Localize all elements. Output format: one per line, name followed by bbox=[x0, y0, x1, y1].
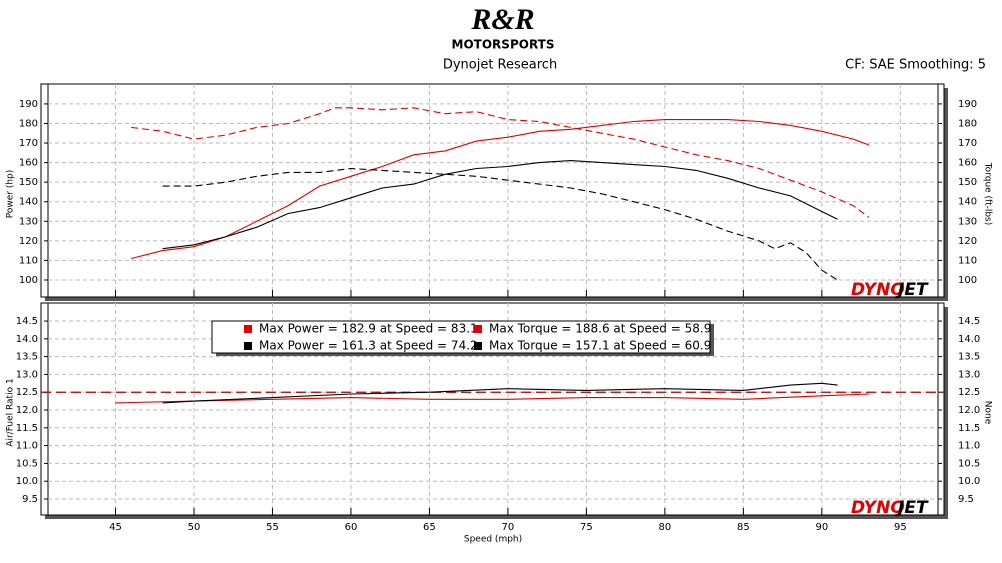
x-tick-label: 90 bbox=[815, 522, 828, 533]
x-tick-label: 70 bbox=[502, 522, 515, 533]
x-tick-label: 85 bbox=[737, 522, 750, 533]
logo-sub: MOTORSPORTS bbox=[452, 38, 555, 52]
y-tick-label: 180 bbox=[19, 118, 38, 129]
y2-tick-label: 14.5 bbox=[958, 316, 980, 327]
series-line bbox=[162, 382, 838, 404]
y2-tick-label: 13.0 bbox=[958, 369, 980, 380]
legend-label: Max Torque = 157.1 at Speed = 60.9 bbox=[489, 339, 711, 353]
y-tick-label: 9.5 bbox=[22, 494, 38, 505]
y-tick-label: 160 bbox=[19, 158, 38, 169]
x-tick-label: 65 bbox=[423, 522, 436, 533]
y2-tick-label: 11.0 bbox=[958, 441, 980, 452]
y2-tick-label: 11.5 bbox=[958, 423, 980, 434]
y-tick-label: 140 bbox=[19, 197, 38, 208]
y2-tick-label: 9.5 bbox=[958, 494, 974, 505]
y-tick-label: 13.5 bbox=[16, 352, 38, 363]
legend-label: Max Power = 161.3 at Speed = 74.2 bbox=[259, 339, 478, 353]
legend-swatch bbox=[244, 325, 252, 333]
y2-tick-label: 150 bbox=[958, 177, 977, 188]
y2-tick-label: 140 bbox=[958, 197, 977, 208]
y-tick-label: 130 bbox=[19, 216, 38, 227]
y-tick-label: 13.0 bbox=[16, 369, 38, 380]
panel bbox=[40, 83, 945, 298]
y2-tick-label: 12.5 bbox=[958, 387, 980, 398]
y2-tick-label: 100 bbox=[958, 275, 977, 286]
y-tick-label: 110 bbox=[19, 255, 38, 266]
y2-tick-label: 170 bbox=[958, 138, 977, 149]
chart-info: CF: SAE Smoothing: 5 bbox=[845, 58, 986, 73]
legend-label: Max Power = 182.9 at Speed = 83.1 bbox=[259, 322, 478, 336]
y-tick-label: 190 bbox=[19, 99, 38, 110]
x-tick-label: 45 bbox=[109, 522, 122, 533]
y2-tick-label: 120 bbox=[958, 236, 977, 247]
chart-title: Dynojet Research bbox=[443, 58, 557, 73]
y-tick-label: 11.5 bbox=[16, 423, 38, 434]
y2-tick-label: 12.0 bbox=[958, 405, 980, 416]
y-tick-label: 10.5 bbox=[16, 458, 38, 469]
x-axis-title: Speed (mph) bbox=[464, 535, 522, 545]
series-line bbox=[131, 107, 870, 218]
y2-tick-label: 160 bbox=[958, 158, 977, 169]
y-tick-label: 11.0 bbox=[16, 441, 38, 452]
watermark: JET bbox=[895, 280, 929, 300]
y-tick-label: 100 bbox=[19, 275, 38, 286]
x-tick-label: 50 bbox=[188, 522, 201, 533]
y2-axis-title: None bbox=[983, 401, 993, 425]
x-tick-label: 55 bbox=[266, 522, 279, 533]
y-axis-title: Power (hp) bbox=[6, 170, 16, 219]
y-tick-label: 150 bbox=[19, 177, 38, 188]
watermark: JET bbox=[895, 498, 929, 518]
x-tick-label: 60 bbox=[345, 522, 358, 533]
legend bbox=[211, 320, 711, 354]
y-tick-label: 12.0 bbox=[16, 405, 38, 416]
logo: R&R bbox=[470, 3, 534, 36]
x-tick-label: 80 bbox=[659, 522, 672, 533]
y-tick-label: 14.5 bbox=[16, 316, 38, 327]
y2-tick-label: 13.5 bbox=[958, 352, 980, 363]
y2-tick-label: 14.0 bbox=[958, 334, 980, 345]
y2-tick-label: 180 bbox=[958, 118, 977, 129]
series-line bbox=[131, 119, 870, 260]
y2-tick-label: 10.5 bbox=[958, 458, 980, 469]
y2-tick-label: 130 bbox=[958, 216, 977, 227]
watermark: DYNO bbox=[851, 498, 905, 518]
y-tick-label: 12.5 bbox=[16, 387, 38, 398]
series-line bbox=[115, 393, 869, 404]
y2-tick-label: 110 bbox=[958, 255, 977, 266]
series-line bbox=[162, 160, 838, 250]
y2-axis-title: Torque (ft-lbs) bbox=[983, 162, 993, 226]
y-axis-title: Air/Fuel Ratio 1 bbox=[6, 378, 16, 446]
legend-swatch bbox=[244, 342, 252, 350]
y-tick-label: 10.0 bbox=[16, 476, 38, 487]
x-tick-label: 75 bbox=[580, 522, 593, 533]
y2-tick-label: 10.0 bbox=[958, 476, 980, 487]
y2-tick-label: 190 bbox=[958, 99, 977, 110]
y-tick-label: 14.0 bbox=[16, 334, 38, 345]
y-tick-label: 120 bbox=[19, 236, 38, 247]
y-tick-label: 170 bbox=[19, 138, 38, 149]
legend-swatch bbox=[474, 325, 482, 333]
watermark: DYNO bbox=[851, 280, 905, 300]
series-line bbox=[162, 167, 838, 281]
legend-label: Max Torque = 188.6 at Speed = 58.9 bbox=[489, 322, 711, 336]
legend-swatch bbox=[474, 342, 482, 350]
x-tick-label: 95 bbox=[894, 522, 907, 533]
